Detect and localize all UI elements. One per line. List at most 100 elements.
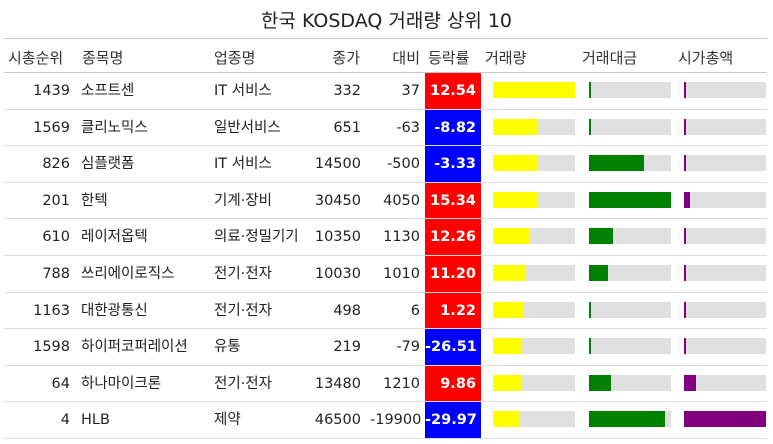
mcap-bar-track [684,228,766,245]
table-row: 64 하나마이크론 전기·전자 13480 1210 9.86 [4,365,767,403]
volume-bar [493,374,522,391]
header-rank: 시총순위 [8,49,64,67]
mcap-bar-track [684,265,766,281]
volume-bar [493,118,538,135]
cell-pct: 1.22 [425,292,481,330]
cell-pct: 12.54 [425,73,481,110]
cell-diff: 1130 [383,229,420,246]
amount-bar [589,374,611,391]
row-divider [4,145,767,147]
mcap-bar [684,191,690,208]
cell-sector: 의료·정밀기기 [214,229,299,246]
row-divider [4,401,767,403]
amount-bar-track [589,411,671,428]
header-price: 종가 [332,49,360,67]
table-row: 610 레이저옵텍 의료·정밀기기 10350 1130 12.26 [4,219,767,256]
cell-price: 498 [333,302,361,319]
cell-rank: 1439 [33,83,70,99]
amount-bar-track [589,228,671,245]
row-divider [4,291,767,293]
cell-diff: 4050 [383,192,420,209]
volume-bar-track [493,338,575,355]
cell-name: 클리노믹스 [81,119,148,136]
cell-diff: -19900 [370,412,422,429]
amount-bar [589,155,644,172]
volume-bar [493,155,538,172]
mcap-bar-track [684,374,766,391]
volume-bar-track [493,228,575,245]
table-row: 201 한텍 기계·장비 30450 4050 15.34 [4,182,767,220]
cell-name: 레이저옵텍 [81,229,148,246]
amount-bar-track [589,155,671,172]
cell-pct: 9.86 [425,365,481,403]
table-row: 4 HLB 제약 46500 -19900 -29.97 [4,402,767,439]
row-divider [4,364,767,366]
title-divider [4,38,767,39]
cell-sector: 유통 [214,339,241,356]
row-divider [4,254,767,256]
cell-rank: 1163 [33,302,70,319]
header-volume: 거래량 [485,49,527,67]
amount-bar [589,338,591,355]
cell-name: 쓰리에이로직스 [81,266,175,282]
amount-bar-track [589,301,671,318]
row-divider [4,181,767,183]
amount-bar [589,228,613,245]
cell-rank: 1569 [33,119,70,136]
amount-bar [589,118,591,135]
mcap-bar [684,82,686,98]
amount-bar-track [589,374,671,391]
cell-name: HLB [81,412,110,429]
amount-bar [589,265,608,281]
cell-sector: 기계·장비 [214,192,272,209]
cell-price: 10030 [314,266,361,282]
cell-sector: 전기·전자 [214,302,272,319]
amount-bar [589,191,671,208]
volume-bar [493,411,520,428]
mcap-bar-track [684,301,766,318]
header-mcap: 시가총액 [678,49,734,67]
cell-rank: 1598 [33,339,70,356]
cell-name: 심플랫폼 [81,156,135,173]
mcap-bar-track [684,338,766,355]
cell-pct: -26.51 [425,329,481,366]
header-diff: 대비 [392,49,420,67]
cell-diff: -500 [387,156,420,173]
mcap-bar [684,374,696,391]
table-row: 788 쓰리에이로직스 전기·전자 10030 1010 11.20 [4,256,767,293]
volume-bar [493,338,522,355]
cell-sector: IT 서비스 [214,156,272,173]
cell-rank: 201 [42,192,70,209]
cell-name: 하나마이크론 [81,375,162,392]
cell-pct: -3.33 [425,146,481,183]
amount-bar-track [589,82,671,98]
header-amount: 거래대금 [582,49,638,67]
amount-bar [589,301,591,318]
mcap-bar-track [684,191,766,208]
table-row: 1569 클리노믹스 일반서비스 651 -63 -8.82 [4,109,767,147]
volume-bar-track [493,155,575,172]
volume-bar [493,82,575,98]
mcap-bar [684,301,686,318]
cell-price: 14500 [314,156,361,173]
mcap-bar [684,265,686,281]
volume-bar [493,301,524,318]
cell-price: 13480 [314,375,361,392]
mcap-bar [684,411,766,428]
volume-bar-track [493,265,575,281]
amount-bar-track [589,338,671,355]
chart-title: 한국 KOSDAQ 거래량 상위 10 [260,10,513,32]
cell-rank: 4 [60,412,70,429]
volume-bar-track [493,374,575,391]
row-divider [4,328,767,330]
table-row: 1439 소프트센 IT 서비스 332 37 12.54 [4,73,767,110]
cell-sector: 일반서비스 [214,119,281,136]
row-divider [4,108,767,110]
cell-pct: 12.26 [425,219,481,256]
mcap-bar [684,228,686,245]
amount-bar [589,411,665,428]
mcap-bar-track [684,118,766,135]
cell-diff: -79 [396,339,420,356]
cell-diff: 1010 [383,266,420,282]
volume-bar-track [493,301,575,318]
